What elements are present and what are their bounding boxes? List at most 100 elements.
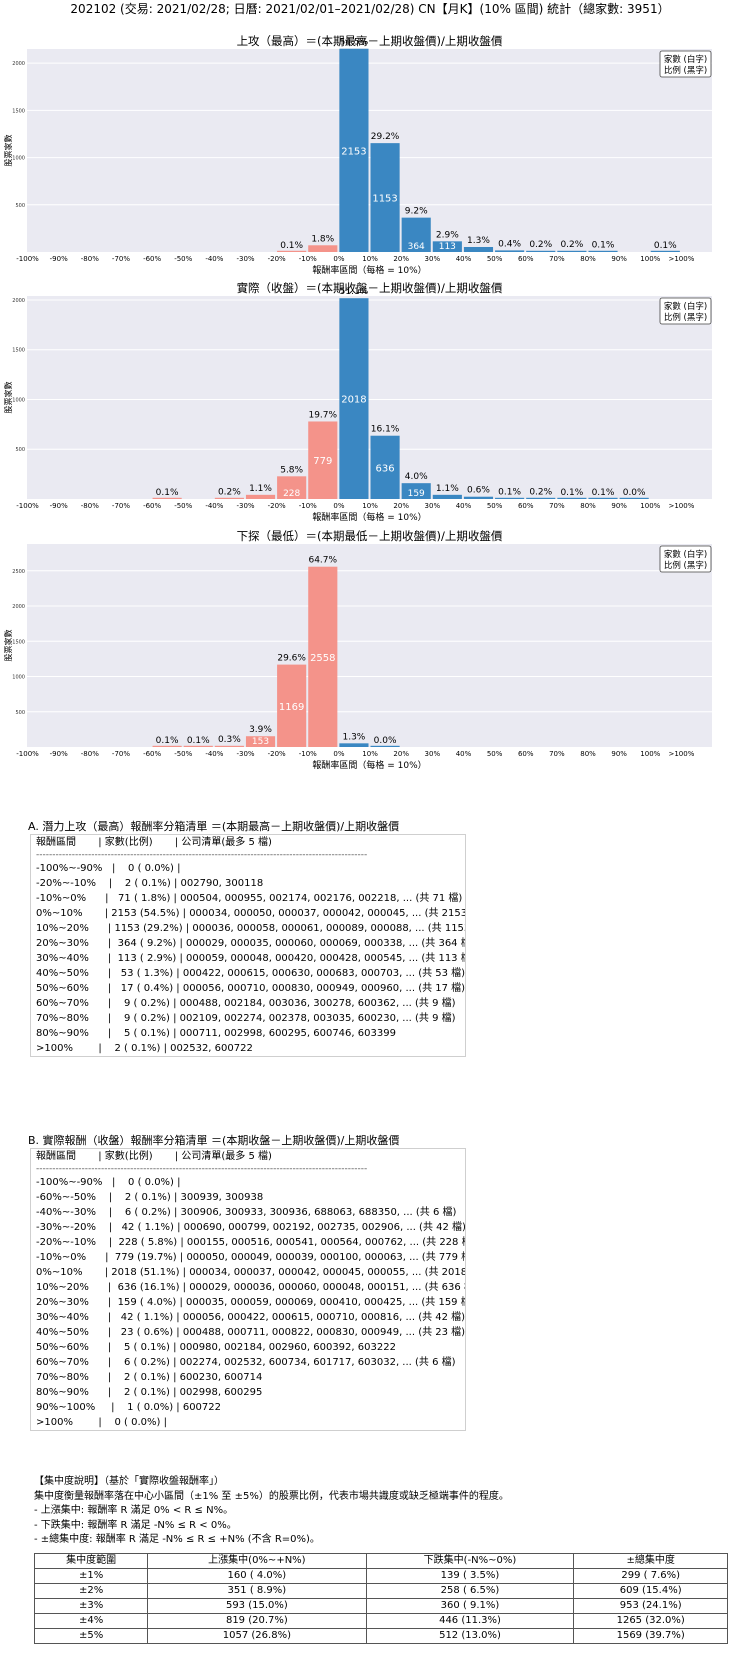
bar bbox=[557, 497, 587, 499]
bar-percent-label: 5.8% bbox=[280, 465, 303, 475]
list-item: 20%~30% | 364 ( 9.2%) | 000029, 000035, … bbox=[36, 938, 465, 949]
bar-percent-label: 0.1% bbox=[592, 488, 615, 498]
bar-percent-label: 2.9% bbox=[436, 230, 459, 240]
bar bbox=[339, 743, 369, 747]
y-tick-label: 1000 bbox=[12, 675, 25, 681]
list-item: 20%~30% | 159 ( 4.0%) | 000035, 000059, … bbox=[36, 1297, 465, 1308]
bar-count-label: 228 bbox=[283, 489, 300, 499]
bar-count-label: 153 bbox=[252, 737, 269, 747]
list-item: 0%~10% | 2018 (51.1%) | 000034, 000037, … bbox=[36, 1267, 465, 1278]
bar-percent-label: 29.2% bbox=[371, 132, 400, 142]
list-item: 70%~80% | 9 ( 0.2%) | 002109, 002274, 00… bbox=[36, 1013, 456, 1024]
section-a-list: 報酬區間 | 家數(比例) | 公司清單(最多 5 檔) -----------… bbox=[30, 834, 466, 1057]
list-item: 80%~90% | 2 ( 0.1%) | 002998, 600295 bbox=[36, 1387, 263, 1398]
bar-percent-label: 3.9% bbox=[249, 725, 272, 735]
bar-percent-label: 0.3% bbox=[218, 735, 241, 745]
table-cell: 512 (13.0%) bbox=[365, 1628, 575, 1644]
table-row: ±4% 819 (20.7%) 446 (11.3%) 1265 (32.0%) bbox=[33, 1613, 728, 1629]
chart-title: 實際（收盤）＝(本期收盤－上期收盤價)/上期收盤價 bbox=[237, 282, 503, 295]
x-axis-label: 報酬率區間（每格 = 10%） bbox=[312, 759, 426, 771]
table-cell: ±5% bbox=[33, 1628, 149, 1644]
plot-area bbox=[27, 49, 712, 252]
bar bbox=[526, 250, 556, 252]
x-tick-label: 0% bbox=[333, 750, 344, 758]
bar bbox=[370, 143, 400, 252]
x-tick-label: 40% bbox=[456, 750, 472, 758]
bar bbox=[370, 745, 400, 747]
list-item: 30%~40% | 42 ( 1.1%) | 000056, 000422, 0… bbox=[36, 1312, 465, 1323]
bar bbox=[495, 497, 525, 499]
y-tick-label: 1000 bbox=[12, 397, 25, 403]
x-tick-label: -40% bbox=[205, 502, 223, 510]
bar bbox=[401, 483, 431, 499]
list-item: >100% | 0 ( 0.0%) | bbox=[36, 1417, 167, 1428]
x-tick-label: -20% bbox=[268, 502, 286, 510]
bar-percent-label: 1.8% bbox=[311, 234, 334, 244]
table-cell: 258 ( 6.5%) bbox=[365, 1583, 575, 1599]
list-separator: ----------------------------------------… bbox=[36, 1164, 368, 1174]
bar bbox=[495, 250, 525, 252]
table-cell: 819 (20.7%) bbox=[147, 1613, 367, 1629]
bar-percent-label: 64.7% bbox=[308, 556, 337, 566]
concentration-table: 集中度範圍 上漲集中(0%~+N%) 下跌集中(-N%~0%) ±總集中度 ±1% 16… bbox=[33, 1553, 728, 1644]
bar bbox=[370, 435, 400, 499]
legend-line-1: 家數 (白字) bbox=[664, 54, 707, 65]
list-item: >100% | 2 ( 0.1%) | 002532, 600722 bbox=[36, 1043, 253, 1054]
bar bbox=[277, 250, 307, 252]
y-axis-label: 股票家數 bbox=[3, 630, 13, 662]
bar-count-label: 159 bbox=[408, 489, 425, 499]
bar-count-label: 2558 bbox=[310, 653, 335, 664]
x-tick-label: 100% bbox=[640, 502, 660, 510]
list-item: 90%~100% | 1 ( 0.0%) | 600722 bbox=[36, 1402, 221, 1413]
bar bbox=[619, 497, 649, 499]
bar bbox=[650, 250, 680, 252]
bar-percent-label: 1.1% bbox=[436, 484, 459, 494]
list-item: -20%~-10% | 2 ( 0.1%) | 002790, 300118 bbox=[36, 878, 264, 889]
table-cell: 139 ( 3.5%) bbox=[365, 1568, 575, 1584]
concentration-note-line: 【集中度說明】（基於「實際收盤報酬率」） bbox=[34, 1476, 224, 1487]
x-tick-label: -60% bbox=[143, 255, 161, 263]
x-tick-label: -30% bbox=[236, 502, 254, 510]
table-cell: 953 (24.1%) bbox=[573, 1598, 728, 1614]
x-tick-label: 50% bbox=[487, 255, 503, 263]
x-tick-label: >100% bbox=[668, 750, 694, 758]
table-cell: 1057 (26.8%) bbox=[147, 1628, 367, 1644]
bar-percent-label: 0.6% bbox=[467, 486, 490, 496]
list-item: -100%~-90% | 0 ( 0.0%) | bbox=[36, 1177, 181, 1188]
x-tick-label: -30% bbox=[236, 255, 254, 263]
x-tick-label: 50% bbox=[487, 750, 503, 758]
table-header-cell: 下跌集中(-N%~0%) bbox=[365, 1553, 575, 1569]
list-item: 70%~80% | 2 ( 0.1%) | 600230, 600714 bbox=[36, 1372, 263, 1383]
x-tick-label: 60% bbox=[518, 502, 534, 510]
x-tick-label: 30% bbox=[425, 750, 441, 758]
x-tick-label: 20% bbox=[393, 750, 409, 758]
y-tick-label: 1500 bbox=[12, 639, 25, 645]
x-tick-label: 80% bbox=[580, 255, 596, 263]
bar bbox=[463, 496, 494, 499]
bar-percent-label: 0.1% bbox=[280, 241, 303, 251]
list-item: -30%~-20% | 42 ( 1.1%) | 000690, 000799,… bbox=[36, 1222, 465, 1233]
list-item: -20%~-10% | 228 ( 5.8%) | 000155, 000516… bbox=[36, 1237, 465, 1248]
x-tick-label: -10% bbox=[299, 502, 317, 510]
y-tick-label: 2000 bbox=[12, 298, 25, 304]
x-axis-label: 報酬率區間（每格 = 10%） bbox=[312, 511, 426, 523]
table-cell: ±3% bbox=[33, 1598, 149, 1614]
table-cell: 299 ( 7.6%) bbox=[573, 1568, 728, 1584]
bar-count-label: 1153 bbox=[372, 194, 397, 205]
bar-percent-label: 0.1% bbox=[156, 488, 179, 498]
x-tick-label: -40% bbox=[205, 750, 223, 758]
list-item: 0%~10% | 2153 (54.5%) | 000034, 000050, … bbox=[36, 908, 465, 919]
y-axis-label: 股票家數 bbox=[3, 135, 13, 167]
bar-percent-label: 0.2% bbox=[529, 487, 552, 497]
bar bbox=[214, 497, 244, 499]
bar-percent-label: 0.1% bbox=[156, 736, 179, 746]
y-tick-label: 500 bbox=[15, 203, 25, 209]
legend-line-2: 比例 (黑字) bbox=[664, 312, 707, 323]
list-item: 40%~50% | 53 ( 1.3%) | 000422, 000615, 0… bbox=[36, 968, 465, 979]
x-tick-label: -90% bbox=[50, 750, 68, 758]
table-header-cell: 上漲集中(0%~+N%) bbox=[147, 1553, 367, 1569]
x-tick-label: -70% bbox=[112, 750, 130, 758]
table-header-cell: 集中度範圍 bbox=[33, 1553, 149, 1569]
x-tick-label: >100% bbox=[668, 255, 694, 263]
bar-percent-label: 19.7% bbox=[308, 410, 337, 420]
